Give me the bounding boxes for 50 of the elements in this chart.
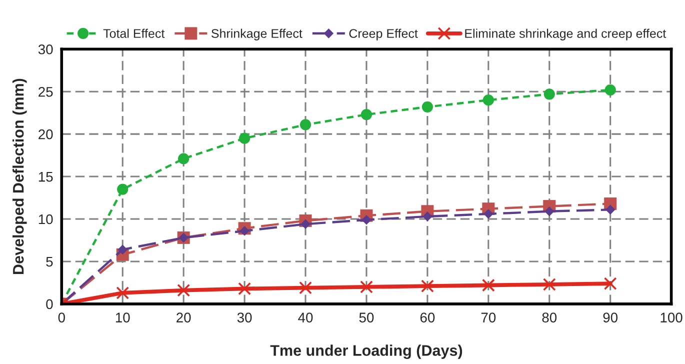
point <box>604 84 616 96</box>
point <box>238 282 252 296</box>
x-tick-label: 90 <box>603 312 618 322</box>
legend-label: Shrinkage Effect <box>211 28 302 40</box>
x-tick-label: 10 <box>116 312 130 322</box>
point <box>300 219 310 230</box>
point <box>117 184 128 195</box>
x-tick-label: 50 <box>359 312 374 322</box>
x-tick-label: 100 <box>660 312 682 322</box>
y-axis-title: Developed Deflection (mm) <box>12 78 27 274</box>
point <box>482 278 495 292</box>
x-tick-label: 70 <box>481 312 496 322</box>
point <box>482 94 494 106</box>
legend-label: Total Effect <box>103 28 165 38</box>
x-tick-label: 0 <box>58 312 65 322</box>
point <box>544 88 555 100</box>
y-tick-label: 20 <box>38 129 53 140</box>
x-axis-title: Tme under Loading (Days) <box>270 344 462 359</box>
y-tick-label: 25 <box>38 86 53 97</box>
point <box>299 281 312 294</box>
point <box>116 286 130 300</box>
point <box>422 101 433 112</box>
point <box>360 280 373 294</box>
point <box>118 244 128 254</box>
point <box>238 132 250 144</box>
point <box>360 108 372 120</box>
x-tick-label: 60 <box>420 312 435 322</box>
point <box>544 206 554 216</box>
point <box>300 119 312 130</box>
legend-label: Creep Effect <box>349 28 418 40</box>
x-tick-label: 80 <box>542 312 557 322</box>
point <box>542 278 556 291</box>
y-tick-label: 0 <box>46 299 53 310</box>
y-tick-label: 15 <box>38 172 53 182</box>
x-tick-label: 20 <box>176 312 191 322</box>
point <box>422 212 432 222</box>
x-tick-label: 40 <box>298 312 313 322</box>
point <box>177 284 190 297</box>
point <box>420 280 434 293</box>
y-tick-label: 10 <box>38 214 53 224</box>
point <box>604 277 617 290</box>
x-tick-label: 30 <box>237 312 252 322</box>
point <box>362 214 372 225</box>
legend-label: Eliminate shrinkage and creep effect <box>465 28 666 40</box>
point <box>483 209 494 219</box>
y-tick-label: 30 <box>38 44 53 54</box>
point <box>240 226 250 236</box>
point <box>178 153 190 164</box>
y-tick-label: 5 <box>46 256 53 267</box>
point <box>605 204 616 215</box>
